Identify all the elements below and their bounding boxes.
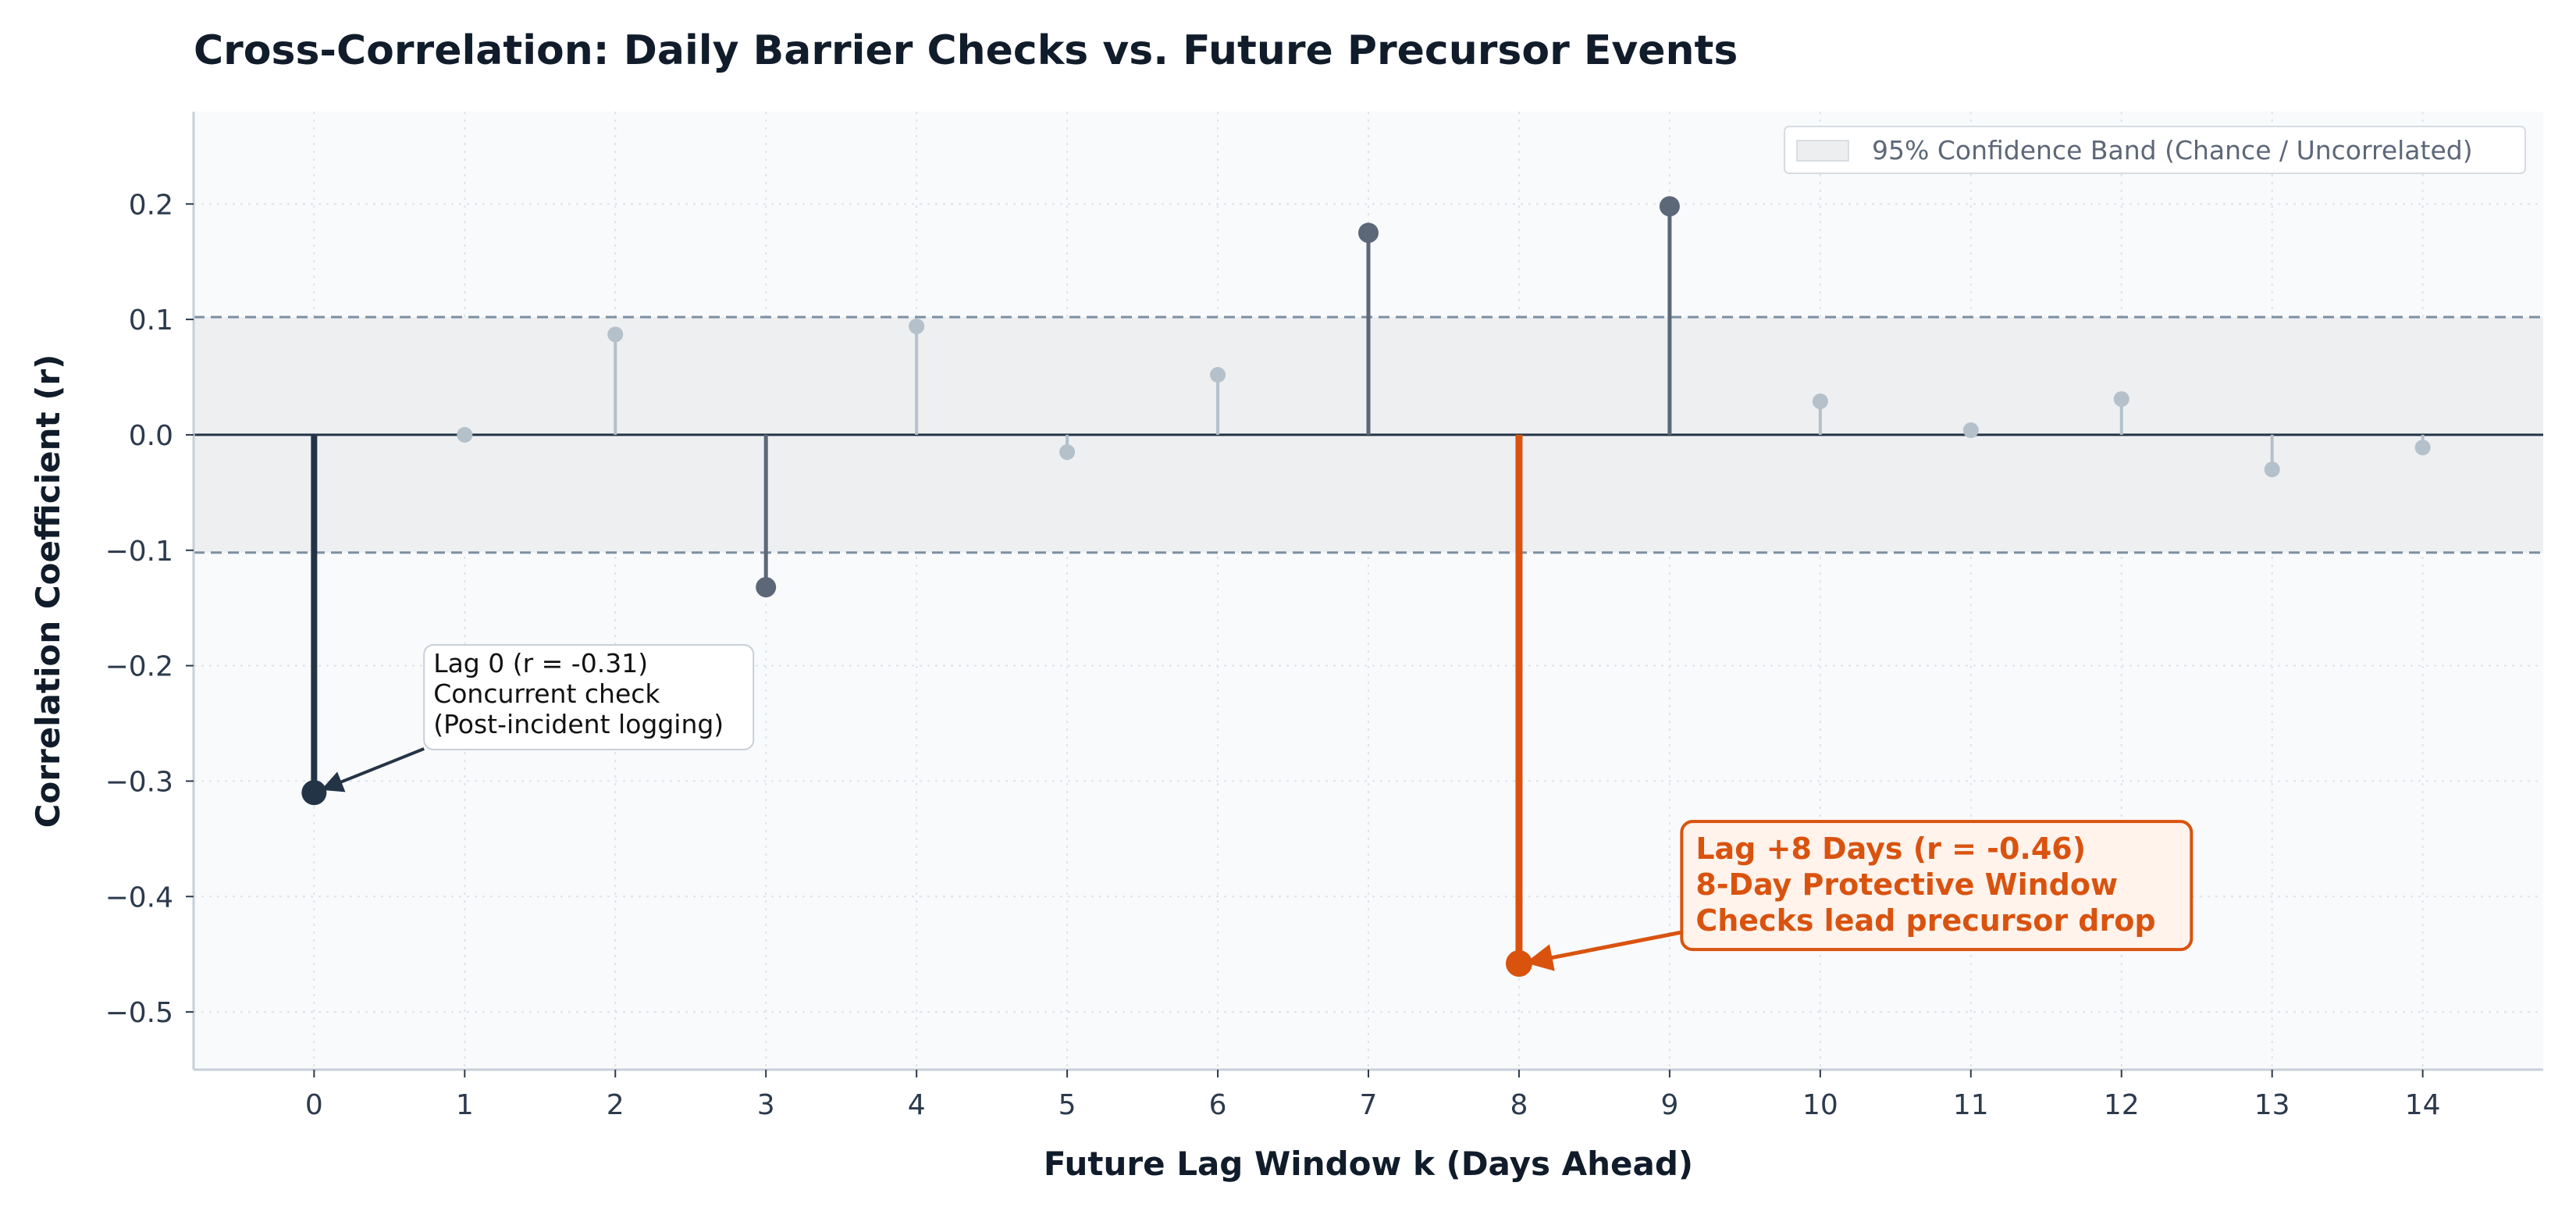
x-tick-label: 14 [2405,1089,2441,1121]
point-lag-14 [2414,440,2431,456]
point-lag-3 [756,577,777,598]
legend-label: 95% Confidence Band (Chance / Uncorrelat… [1872,135,2473,166]
y-tick-label: −0.3 [105,766,173,798]
y-tick-label: −0.2 [105,651,173,683]
point-lag-12 [2113,391,2129,408]
annotation-text-lag-0: (Post-incident logging) [433,709,724,739]
legend-swatch [1796,140,1849,162]
point-lag-0 [301,780,327,806]
annotation-text-lag-8: Lag +8 Days (r = -0.46) [1695,832,2086,866]
x-tick-label: 7 [1360,1089,1378,1121]
point-lag-2 [607,326,624,343]
x-tick-label: 13 [2254,1089,2290,1121]
annotation-box-lag-8 [1680,820,2194,952]
point-lag-1 [457,426,473,443]
annotation-text-lag-8: Checks lead precursor drop [1695,903,2155,938]
point-lag-7 [1358,223,1379,244]
stems [311,206,2425,963]
y-tick-label: 0.0 [129,420,173,452]
point-lag-4 [909,318,925,334]
chart-title: Cross-Correlation: Daily Barrier Checks … [194,27,1738,74]
point-lag-6 [1210,367,1226,383]
annotation-text-lag-0: Lag 0 (r = -0.31) [433,648,648,678]
x-tick-label: 1 [456,1089,474,1121]
y-tick-label: 0.1 [129,304,173,337]
x-tick-label: 5 [1059,1089,1076,1121]
annotation-arrow-lag-8 [1525,930,1682,971]
annotation-box-lag-0 [423,643,755,750]
x-axis-label: Future Lag Window k (Days Ahead) [1044,1145,1693,1183]
legend: 95% Confidence Band (Chance / Uncorrelat… [1784,126,2526,174]
x-tick-label: 10 [1802,1089,1838,1121]
y-tick-label: −0.4 [105,881,173,914]
annotation-arrow-lag-0 [321,747,425,792]
annotation-text-lag-0: Concurrent check [433,678,660,709]
y-tick-label: −0.1 [105,536,173,568]
x-tick-label: 0 [305,1089,323,1121]
x-tick-label: 8 [1510,1089,1528,1121]
x-tick-label: 4 [908,1089,926,1121]
annotation-text-lag-8: 8-Day Protective Window [1695,867,2118,902]
y-axis-label: Correlation Coefficient (r) [29,354,67,828]
x-tick-label: 9 [1660,1089,1678,1121]
y-tick-label: −0.5 [105,997,173,1029]
x-tick-label: 6 [1209,1089,1227,1121]
y-tick-label: 0.2 [129,189,173,221]
x-tick-label: 3 [757,1089,775,1121]
point-lag-13 [2264,461,2280,478]
point-lag-11 [1962,422,1979,439]
annotations: Lag 0 (r = -0.31)Concurrent check(Post-i… [321,643,2194,971]
legend-box [1784,126,2526,174]
point-lag-10 [1812,394,1828,410]
point-lag-9 [1659,196,1680,217]
x-ticks: 0 1 2 3 4 5 6 7 8 9 10 11 12 13 14 [305,1070,2441,1121]
y-ticks: 0.2 0.1 0.0 −0.1 −0.2 −0.3 −0.4 −0.5 [105,189,194,1029]
x-tick-label: 12 [2104,1089,2140,1121]
point-lag-5 [1059,444,1076,461]
x-tick-label: 11 [1953,1089,1989,1121]
x-tick-label: 2 [607,1089,624,1121]
